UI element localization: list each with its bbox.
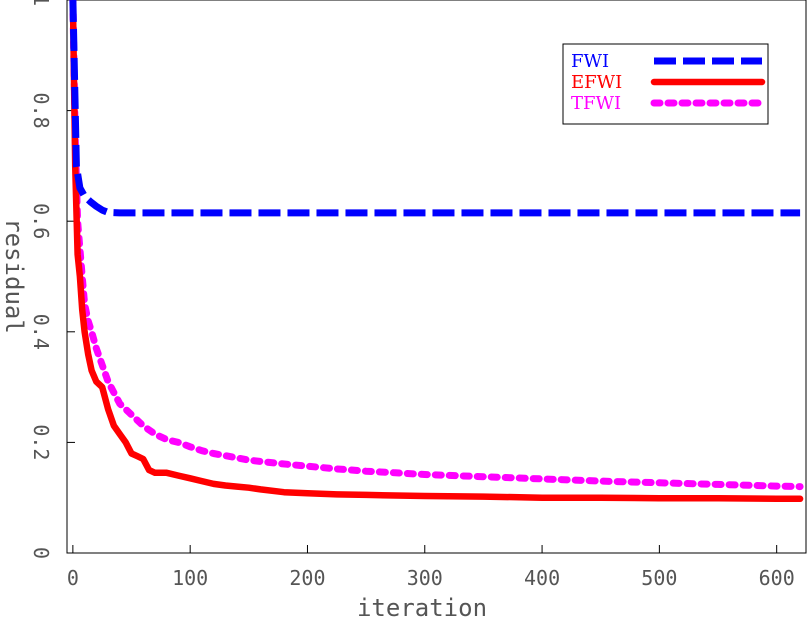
series-line-tfwi: [69, 0, 804, 491]
y-axis: 0 0.2 0.4 0.6 0.8 1: [29, 0, 75, 559]
y-tick-label: 0.4: [29, 314, 53, 350]
y-tick-label: 0.8: [29, 93, 53, 129]
x-tick-label: 400: [524, 566, 560, 590]
x-axis: 0 100 200 300 400 500 600: [67, 545, 795, 590]
y-tick-label: 0.6: [29, 203, 53, 239]
x-tick-label: 300: [407, 566, 443, 590]
plot-frame: [66, 0, 807, 554]
legend-label-efwi: EFWI: [571, 72, 622, 93]
y-tick-label: 0.2: [29, 424, 53, 460]
x-tick-label: 600: [759, 566, 795, 590]
y-axis-title: residual: [0, 218, 28, 334]
series-lines: [69, 0, 804, 503]
series-line-fwi: [69, 0, 801, 217]
x-tick-label: 0: [67, 566, 79, 590]
x-axis-title: iteration: [357, 594, 487, 619]
x-tick-label: 200: [289, 566, 325, 590]
legend-label-fwi: FWI: [571, 51, 609, 72]
x-tick-label: 100: [172, 566, 208, 590]
y-tick-label: 1: [29, 0, 53, 6]
series-line-efwi: [69, 0, 804, 503]
legend-label-tfwi: TFWI: [571, 93, 621, 114]
y-tick-label: 0: [29, 547, 53, 559]
x-tick-label: 500: [641, 566, 677, 590]
